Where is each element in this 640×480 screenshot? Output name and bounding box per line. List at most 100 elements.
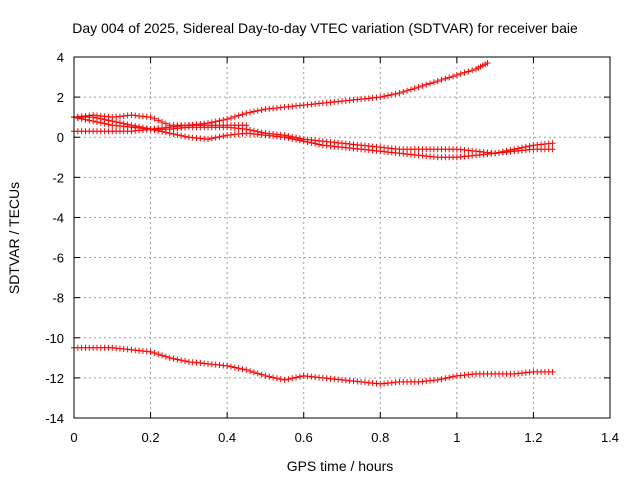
axis-ticks: 0 0.2 0.4 0.6 0.8 1 1.2 1.4 4 2 0 -2 -4 -6 -8 -10 -12 -14: [45, 50, 619, 445]
data-point-marker: [296, 373, 303, 380]
data-point-marker: [277, 376, 284, 383]
data-point-marker: [116, 119, 123, 126]
data-point-marker: [446, 74, 453, 81]
data-point-marker: [182, 358, 189, 365]
data-point-marker: [450, 373, 457, 380]
data-point-marker: [407, 86, 414, 93]
data-point-marker: [151, 115, 158, 122]
data-point-marker: [155, 351, 162, 358]
data-point-marker: [285, 376, 292, 383]
data-point-marker: [216, 133, 223, 140]
data-point-marker: [411, 85, 418, 92]
data-point-marker: [281, 376, 288, 383]
x-axis-label: GPS time / hours: [287, 458, 394, 474]
data-point-marker: [258, 371, 265, 378]
y-tick-label: 4: [57, 50, 64, 65]
data-point-marker: [235, 365, 242, 372]
data-point-marker: [293, 134, 300, 141]
y-tick-label: -10: [45, 331, 64, 346]
data-point-marker: [258, 106, 265, 113]
data-point-marker: [296, 135, 303, 142]
data-point-marker: [293, 374, 300, 381]
x-tick-label: 0.4: [218, 430, 236, 445]
data-point-marker: [243, 122, 250, 129]
data-point-marker: [254, 370, 261, 377]
data-point-marker: [205, 136, 211, 143]
y-axis-label: SDTVAR / TECUs: [6, 182, 22, 294]
data-point-marker: [247, 109, 254, 116]
data-point-marker: [384, 92, 391, 99]
y-tick-label: -14: [45, 411, 64, 426]
data-point-marker: [155, 117, 162, 124]
data-point-marker: [388, 91, 395, 98]
data-point-marker: [450, 73, 457, 80]
data-point-marker: [549, 140, 556, 147]
y-tick-label: 0: [57, 130, 64, 145]
data-point-marker: [220, 116, 227, 123]
data-point-marker: [247, 127, 254, 134]
data-point-marker: [174, 131, 181, 138]
data-point-marker: [396, 90, 403, 97]
data-point-marker: [434, 78, 441, 85]
data-point-marker: [430, 79, 437, 86]
x-tick-label: 0.6: [295, 430, 313, 445]
data-point-marker: [254, 128, 261, 135]
data-point-marker: [469, 67, 476, 74]
data-point-marker: [151, 350, 158, 357]
data-point-marker: [247, 368, 254, 375]
data-point-marker: [415, 84, 422, 91]
grid-lines: [74, 57, 610, 418]
data-point-marker: [289, 375, 296, 382]
data-point-marker: [174, 356, 181, 363]
data-point-marker: [423, 81, 430, 88]
data-point-marker: [434, 376, 441, 383]
x-tick-label: 0.8: [371, 430, 389, 445]
x-tick-label: 1.4: [601, 430, 619, 445]
data-point-marker: [212, 134, 219, 141]
data-point-marker: [243, 366, 250, 373]
data-point-marker: [377, 94, 384, 101]
data-point-marker: [124, 121, 131, 128]
data-point-marker: [427, 80, 434, 87]
series-satellite-b: [71, 114, 556, 161]
data-point-marker: [159, 352, 166, 359]
y-tick-label: 2: [57, 90, 64, 105]
plot-frame: [73, 56, 611, 419]
data-point-marker: [281, 132, 288, 139]
data-point-marker: [224, 362, 231, 369]
data-point-marker: [178, 132, 185, 139]
data-point-marker: [549, 368, 556, 375]
x-tick-label: 1: [453, 430, 460, 445]
data-point-marker: [147, 114, 154, 121]
data-point-marker: [113, 118, 120, 125]
data-point-marker: [484, 60, 491, 67]
data-point-marker: [438, 76, 445, 83]
data-point-marker: [442, 75, 449, 82]
data-point-marker: [178, 357, 185, 364]
data-point-marker: [162, 353, 169, 360]
data-point-marker: [453, 72, 460, 79]
data-point-marker: [400, 88, 407, 95]
data-point-marker: [235, 112, 242, 119]
data-point-marker: [270, 374, 277, 381]
x-tick-label: 1.2: [524, 430, 542, 445]
data-point-marker: [182, 133, 189, 140]
data-point-marker: [128, 122, 135, 129]
data-point-marker: [227, 114, 234, 121]
data-point-marker: [220, 133, 227, 140]
data-point-marker: [266, 373, 273, 380]
x-tick-label: 0.2: [142, 430, 160, 445]
data-point-marker: [170, 355, 177, 362]
data-point-marker: [159, 118, 166, 125]
data-point-marker: [239, 111, 246, 118]
series-satellite-d: [71, 112, 250, 129]
series-satellite-a: [71, 60, 491, 133]
data-point-marker: [442, 375, 449, 382]
data-point-marker: [465, 68, 472, 75]
data-point-marker: [254, 107, 261, 114]
data-point-marker: [250, 108, 257, 115]
data-point-marker: [239, 366, 246, 373]
data-point-marker: [285, 133, 292, 140]
y-tick-label: -8: [52, 291, 64, 306]
